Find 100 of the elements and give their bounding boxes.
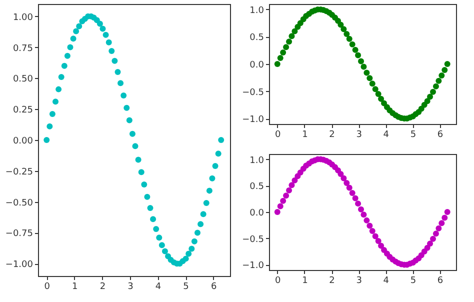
point <box>436 78 442 84</box>
point <box>274 209 280 215</box>
point <box>355 52 362 58</box>
point <box>186 250 192 257</box>
point <box>129 130 136 137</box>
point <box>70 36 76 42</box>
point <box>274 61 280 67</box>
point <box>215 150 222 157</box>
point <box>378 242 384 249</box>
x-tick-label: 5 <box>410 276 416 286</box>
point <box>283 44 290 50</box>
point <box>102 32 109 38</box>
point <box>144 194 150 200</box>
x-tick-label: 4 <box>155 282 162 292</box>
point <box>358 206 364 212</box>
point <box>358 58 364 64</box>
point <box>198 221 204 228</box>
y-tick-label: 1.00 <box>12 12 34 23</box>
point <box>108 48 115 54</box>
y-tick-label: 0.0 <box>250 208 264 218</box>
point <box>114 69 121 75</box>
x-tick-label: 4 <box>383 130 390 140</box>
point <box>156 234 162 241</box>
point <box>375 238 382 244</box>
point <box>203 200 210 206</box>
point <box>378 96 384 102</box>
point <box>444 61 450 67</box>
x-tick-label: 1 <box>302 276 308 286</box>
point <box>277 203 284 210</box>
y-tick-label: −1.0 <box>242 115 264 126</box>
point <box>212 162 218 169</box>
point <box>360 64 367 70</box>
x-tick-label: 3 <box>356 276 362 286</box>
point <box>153 226 160 232</box>
x-tick-label: 2 <box>329 130 335 140</box>
y-tick-label: −0.50 <box>5 198 34 208</box>
point <box>430 236 436 242</box>
point <box>162 248 168 254</box>
point <box>209 175 216 182</box>
y-tick-label: −0.5 <box>242 234 264 245</box>
point <box>430 88 436 95</box>
point <box>286 38 292 45</box>
point <box>288 33 295 40</box>
point <box>338 22 344 28</box>
point <box>338 171 344 178</box>
x-tick-label: 2 <box>100 282 106 292</box>
point <box>218 137 224 143</box>
point <box>349 190 356 196</box>
point <box>344 180 350 186</box>
point <box>442 214 448 221</box>
point <box>432 83 439 90</box>
x-tick-label: 0 <box>44 282 50 292</box>
point <box>132 143 138 150</box>
x-tick-label: 4 <box>383 276 390 286</box>
point <box>352 46 358 53</box>
point <box>280 198 286 204</box>
y-tick-label: −1.0 <box>242 261 264 272</box>
point <box>194 230 200 236</box>
y-tick-label: 0.0 <box>250 60 264 70</box>
x-tick-label: 0 <box>275 130 282 140</box>
y-tick-label: 0.25 <box>12 106 33 116</box>
point <box>288 182 295 188</box>
x-tick-label: 6 <box>210 282 217 292</box>
point <box>100 26 106 32</box>
point <box>286 187 292 194</box>
point <box>442 67 448 73</box>
point <box>200 211 206 218</box>
y-tick-label: 0.75 <box>12 44 33 54</box>
x-tick-label: 3 <box>356 130 362 140</box>
y-tick-label: −0.5 <box>242 88 264 98</box>
point <box>64 52 70 59</box>
point <box>292 28 298 34</box>
point <box>349 41 356 48</box>
point <box>44 137 50 143</box>
point <box>280 50 286 56</box>
point <box>424 98 430 104</box>
y-tick-label: 1.0 <box>250 156 264 166</box>
point <box>352 195 358 202</box>
y-tick-label: −1.00 <box>5 260 34 270</box>
point <box>182 256 189 262</box>
point <box>283 192 290 199</box>
point <box>372 233 378 240</box>
point <box>427 240 434 247</box>
point <box>58 74 64 80</box>
point <box>340 26 347 32</box>
y-tick-label: −0.75 <box>5 229 33 240</box>
x-tick-label: 5 <box>410 130 416 140</box>
point <box>118 80 124 86</box>
x-tick-label: 6 <box>437 276 444 286</box>
point <box>360 212 367 218</box>
point <box>292 177 298 184</box>
point <box>432 230 439 237</box>
point <box>369 80 376 87</box>
point <box>277 55 284 61</box>
point <box>135 156 142 163</box>
point <box>340 175 347 182</box>
y-tick-label: 0.5 <box>250 182 264 192</box>
point <box>344 31 350 37</box>
y-tick-label: 0.50 <box>12 74 34 85</box>
point <box>158 242 165 248</box>
